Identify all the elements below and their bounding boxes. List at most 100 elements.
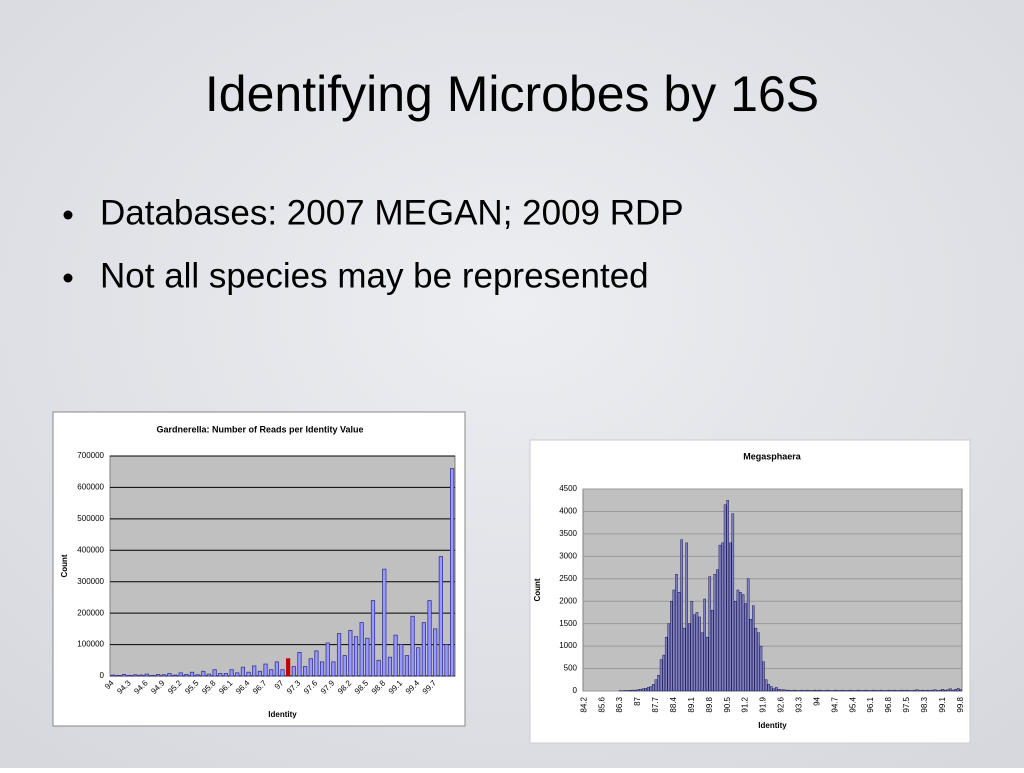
bar (750, 619, 752, 691)
bar (190, 672, 193, 676)
bar (921, 690, 923, 691)
bar (773, 689, 775, 691)
bar (122, 674, 125, 676)
bar (383, 569, 386, 676)
bar (691, 601, 693, 691)
bar (258, 671, 261, 676)
bar (957, 688, 959, 691)
bar (202, 671, 205, 676)
bar (752, 606, 754, 691)
x-tick-label: 85.6 (597, 696, 606, 712)
bar (914, 690, 916, 691)
bar (893, 690, 895, 691)
bar (219, 673, 222, 676)
bar (770, 687, 772, 691)
x-tick-label: 99.8 (956, 696, 965, 712)
bar (366, 638, 369, 676)
bar (865, 690, 867, 691)
bar (241, 667, 244, 676)
bar (721, 543, 723, 691)
x-tick-label: 97.5 (902, 696, 911, 712)
bar (675, 574, 677, 691)
bar (745, 603, 747, 691)
bar (450, 469, 453, 676)
bar (309, 659, 312, 676)
bar (960, 690, 962, 691)
x-tick-label: 98.3 (920, 696, 929, 712)
bar (298, 652, 301, 676)
y-tick-label: 4000 (559, 507, 577, 516)
bar (670, 601, 672, 691)
bullet: Not all species may be represented (100, 256, 649, 295)
bar (888, 690, 890, 691)
x-tick-label: 96.8 (884, 696, 893, 712)
bar (673, 590, 675, 691)
x-tick-label: 91.9 (759, 696, 768, 712)
bar (292, 667, 295, 676)
bar (814, 690, 816, 691)
bullet-dot (64, 211, 73, 220)
bar (162, 675, 165, 676)
bar (678, 592, 680, 691)
bar (117, 675, 120, 676)
bar (434, 629, 437, 676)
bar (371, 601, 374, 676)
y-tick-label: 1500 (559, 619, 577, 628)
bar (732, 514, 734, 691)
y-tick-label: 0 (100, 671, 105, 680)
bar (439, 557, 442, 676)
bar (778, 689, 780, 691)
bar (400, 645, 403, 676)
bar (417, 648, 420, 676)
plot-area (110, 456, 455, 676)
bar (755, 628, 757, 691)
y-tick-label: 300000 (77, 577, 104, 586)
x-tick-label: 86.3 (615, 696, 624, 712)
bar (727, 500, 729, 691)
bar (934, 690, 936, 691)
bar (281, 670, 284, 676)
bar (757, 633, 759, 691)
bar (343, 656, 346, 676)
bar (655, 680, 657, 691)
bar (349, 630, 352, 676)
bar (747, 579, 749, 691)
y-tick-label: 400000 (77, 545, 104, 554)
bar (742, 594, 744, 691)
bar (650, 687, 652, 691)
x-tick-label: 84.2 (579, 696, 588, 712)
bar (303, 667, 306, 676)
bar (660, 660, 662, 691)
bar (916, 690, 918, 691)
bar (768, 684, 770, 691)
y-tick-label: 100000 (77, 640, 104, 649)
bar (388, 657, 391, 676)
bar (668, 624, 670, 691)
bar (775, 687, 777, 691)
bar (337, 634, 340, 676)
chart-title: Gardnerella: Number of Reads per Identit… (156, 424, 363, 434)
bar (739, 592, 741, 691)
bar (949, 689, 951, 691)
bar (428, 601, 431, 676)
bar (275, 662, 278, 676)
bar (783, 690, 785, 691)
bar (834, 690, 836, 691)
bar (411, 616, 414, 676)
x-tick-label: 91.2 (741, 696, 750, 712)
plot-area (583, 489, 962, 691)
x-axis-label: Identity (268, 710, 297, 719)
x-tick-label: 96.1 (866, 696, 875, 712)
bar (939, 690, 941, 691)
bar (706, 637, 708, 691)
y-tick-label: 4500 (559, 484, 577, 493)
bar (663, 655, 665, 691)
bar (944, 690, 946, 691)
bar (857, 690, 859, 691)
bar (952, 690, 954, 691)
y-axis-label: Count (60, 554, 69, 577)
bar (354, 637, 357, 676)
bar (247, 672, 250, 676)
